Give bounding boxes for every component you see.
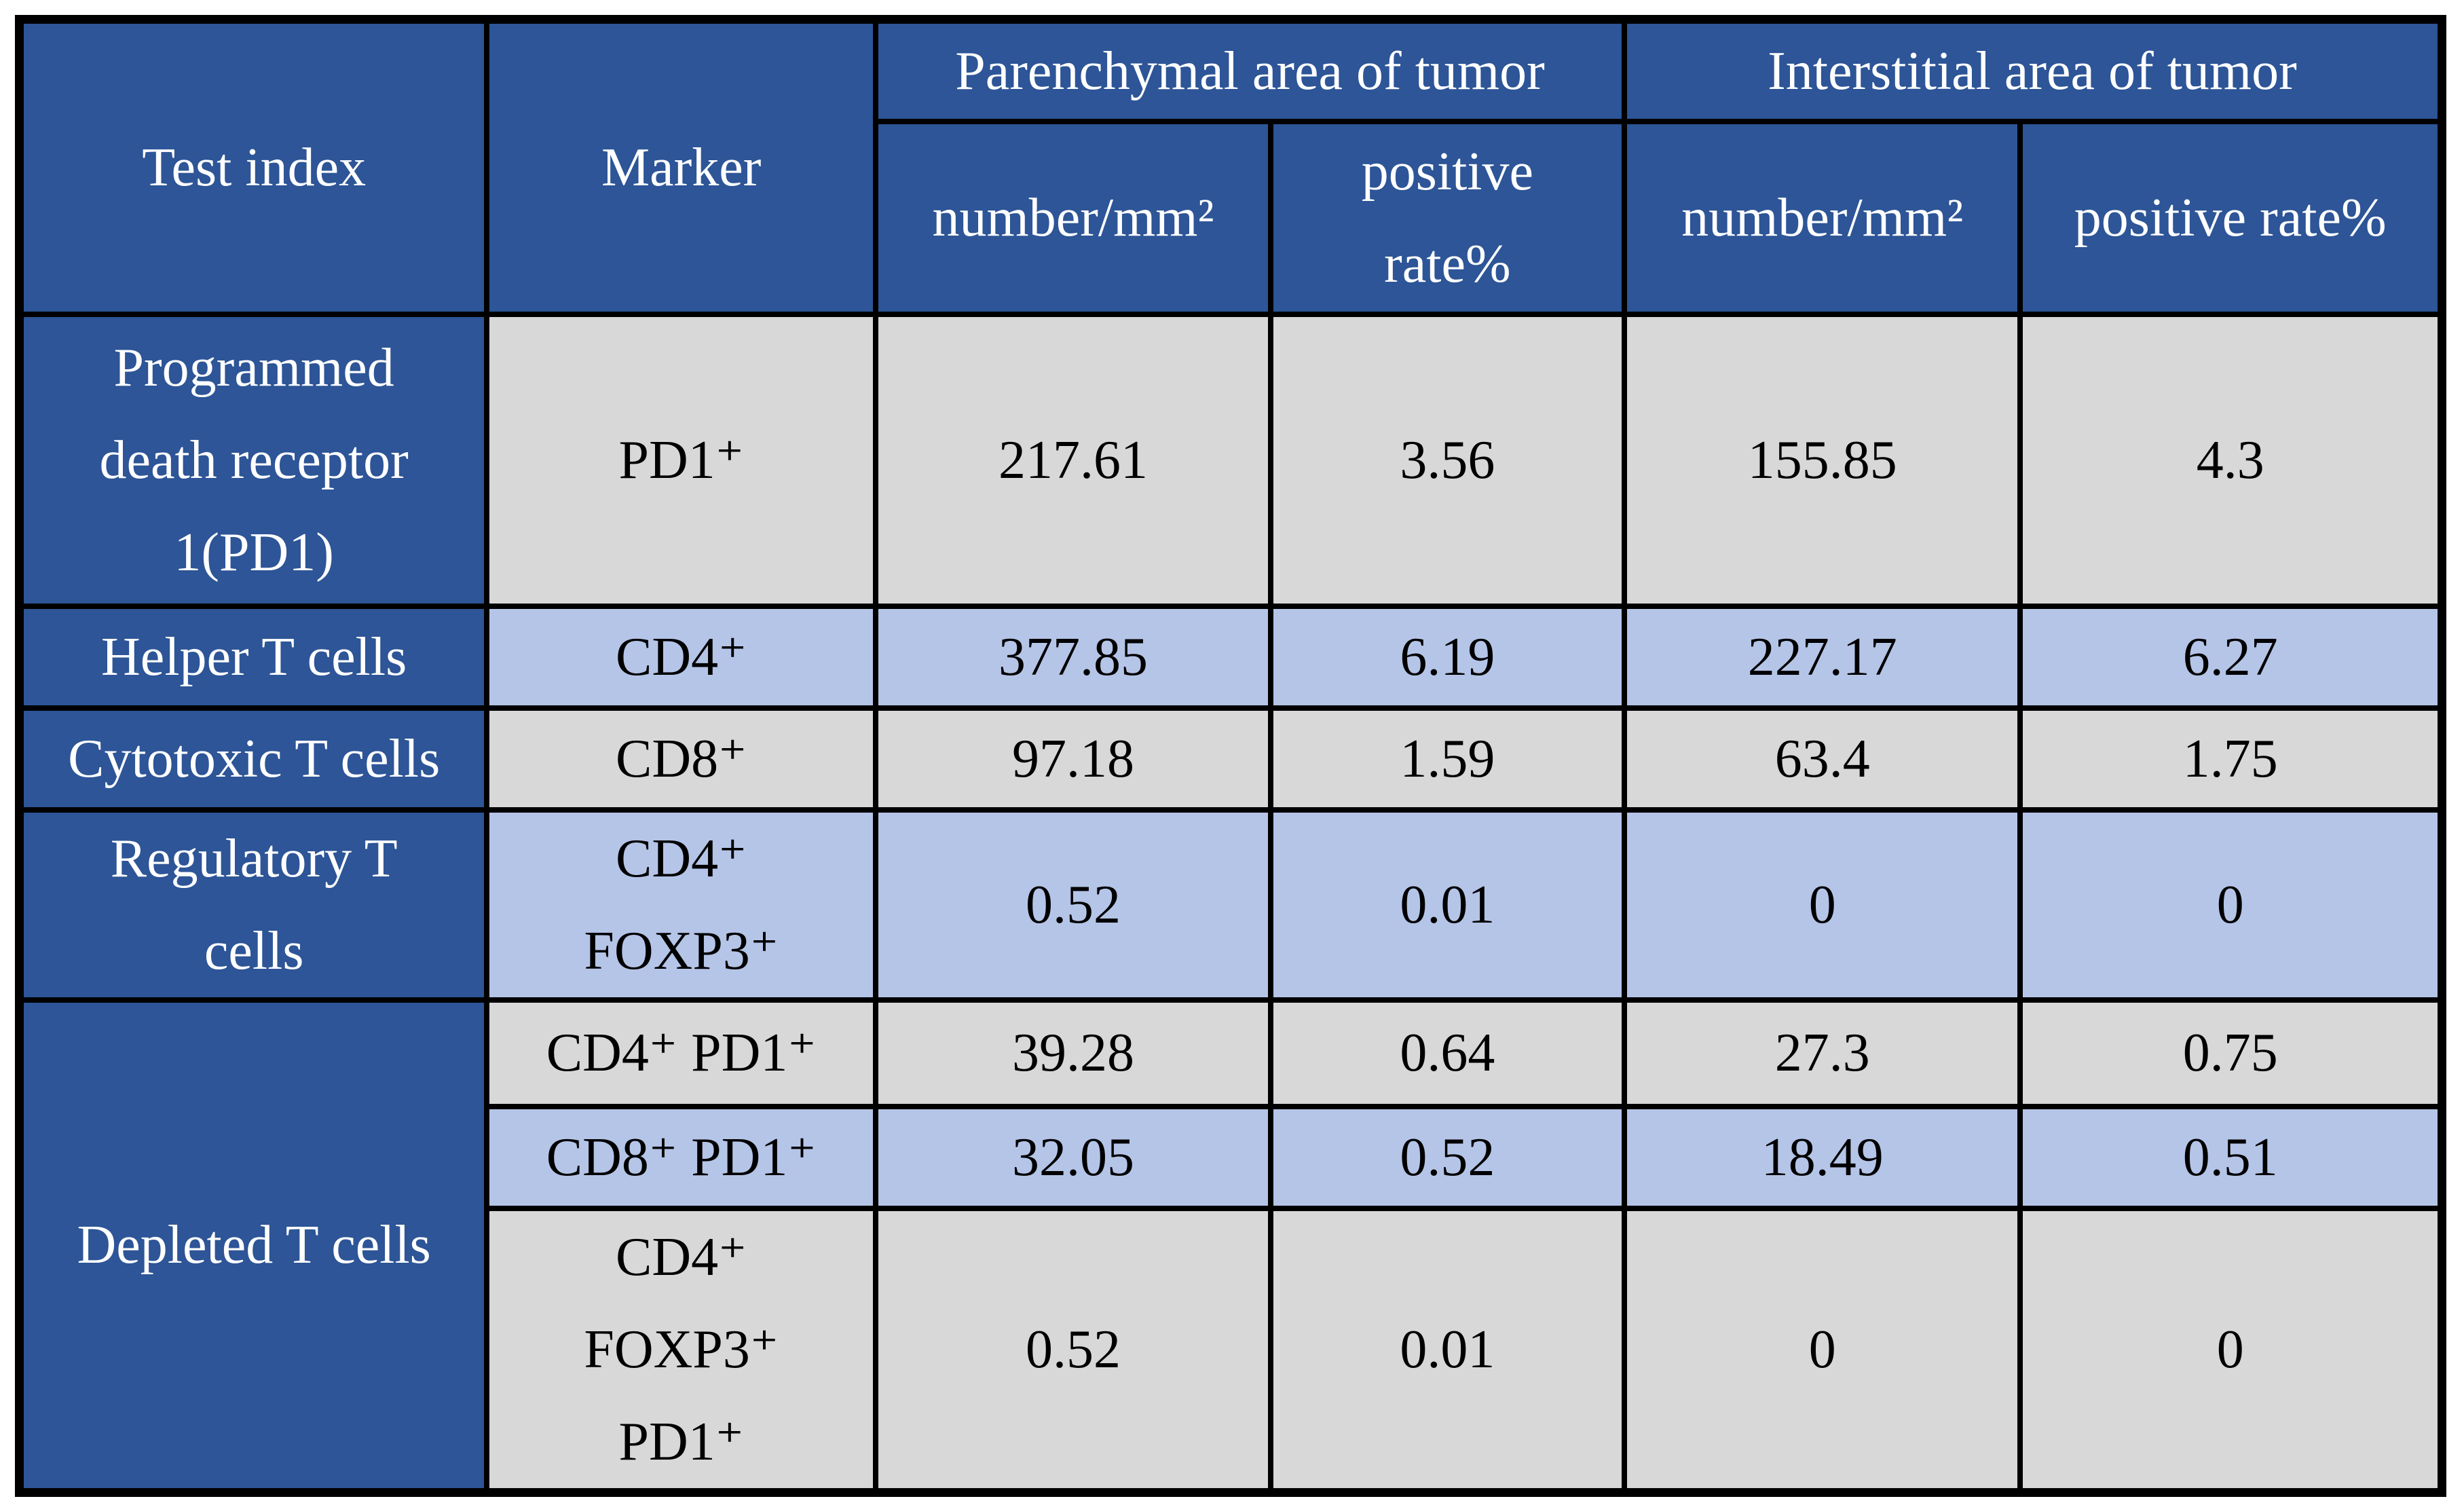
- table-row-depleted-cd8-pd1: CD8⁺ PD1⁺ 32.05 0.52 18.49 0.51: [20, 1103, 2445, 1211]
- cell-marker-cd8-pd1: CD8⁺ PD1⁺: [484, 1103, 879, 1211]
- cell-value: 155.85: [1621, 311, 2023, 609]
- row-label-helper-t: Helper T cells: [16, 603, 490, 711]
- table-row-regulatory-t: Regulatory T cells CD4⁺ FOXP3⁺ 0.52 0.01…: [16, 807, 2445, 1003]
- header-row-subcolumns: number/mm² positive rate% number/mm² pos…: [20, 118, 2445, 317]
- header-interstitial-number: number/mm²: [1621, 118, 2023, 317]
- cell-value: 0.01: [1267, 807, 1627, 1003]
- cell-value: 0.01: [1267, 1205, 1627, 1495]
- cell-value: 0.52: [1267, 1103, 1627, 1211]
- cell-value: 4.3: [2017, 311, 2445, 609]
- cell-value: 0.52: [873, 1205, 1273, 1495]
- cell-value: 39.28: [873, 997, 1273, 1109]
- table-row-helper-t: Helper T cells CD4⁺ 377.85 6.19 227.17 6…: [16, 603, 2445, 711]
- table-row-depleted-cd4-pd1: Depleted T cells CD4⁺ PD1⁺ 39.28 0.64 27…: [16, 997, 2445, 1495]
- header-test-index: Test index: [16, 16, 490, 317]
- cell-value: 0.64: [1267, 997, 1627, 1109]
- table-row-depleted-cd4-foxp3-pd1: CD4⁺ FOXP3⁺ PD1⁺ 0.52 0.01 0 0: [20, 1205, 2445, 1495]
- header-parenchymal-rate: positive rate%: [1267, 118, 1627, 317]
- row-label-pd1: Programmed death receptor 1(PD1): [16, 311, 490, 609]
- cell-value: 0.75: [2017, 997, 2445, 1109]
- cell-marker-pd1: PD1⁺: [484, 311, 879, 609]
- cell-value: 0.52: [873, 807, 1273, 1003]
- row-label-depleted-t: Depleted T cells: [16, 997, 490, 1495]
- cell-value: 97.18: [873, 705, 1273, 813]
- cell-value: 3.56: [1267, 311, 1627, 609]
- header-interstitial-rate: positive rate%: [2017, 118, 2445, 317]
- cell-marker-cd4-pd1: CD4⁺ PD1⁺: [484, 997, 879, 1109]
- cell-marker-cd8: CD8⁺: [484, 705, 879, 813]
- cell-value: 0: [1621, 1205, 2023, 1495]
- cell-value: 0: [2017, 1205, 2445, 1495]
- cell-value: 6.27: [2017, 603, 2445, 711]
- cell-value: 63.4: [1621, 705, 2023, 813]
- header-parenchymal-number: number/mm²: [873, 118, 1273, 317]
- cell-value: 32.05: [873, 1103, 1273, 1211]
- cell-value: 27.3: [1621, 997, 2023, 1109]
- cell-marker-cd4-foxp3: CD4⁺ FOXP3⁺: [484, 807, 879, 1003]
- cell-value: 18.49: [1621, 1103, 2023, 1211]
- header-row-groups: Test index Marker Parenchymal area of tu…: [16, 16, 2445, 317]
- cell-value: 0: [2017, 807, 2445, 1003]
- table-row-pd1: Programmed death receptor 1(PD1) PD1⁺ 21…: [16, 311, 2445, 609]
- cell-value: 0.51: [2017, 1103, 2445, 1211]
- cell-value: 1.75: [2017, 705, 2445, 813]
- header-marker: Marker: [484, 16, 879, 317]
- cell-value: 227.17: [1621, 603, 2023, 711]
- header-parenchymal-group: Parenchymal area of tumor: [873, 16, 1627, 124]
- cell-value: 6.19: [1267, 603, 1627, 711]
- header-interstitial-group: Interstitial area of tumor: [1621, 16, 2445, 124]
- row-label-regulatory-t: Regulatory T cells: [16, 807, 490, 1003]
- results-table: Test index Marker Parenchymal area of tu…: [15, 15, 2446, 1497]
- cell-value: 217.61: [873, 311, 1273, 609]
- row-label-cytotoxic-t: Cytotoxic T cells: [16, 705, 490, 813]
- cell-value: 377.85: [873, 603, 1273, 711]
- cell-marker-cd4: CD4⁺: [484, 603, 879, 711]
- cell-value: 0: [1621, 807, 2023, 1003]
- table-row-cytotoxic-t: Cytotoxic T cells CD8⁺ 97.18 1.59 63.4 1…: [16, 705, 2445, 813]
- cell-value: 1.59: [1267, 705, 1627, 813]
- cell-marker-cd4-foxp3-pd1: CD4⁺ FOXP3⁺ PD1⁺: [484, 1205, 879, 1495]
